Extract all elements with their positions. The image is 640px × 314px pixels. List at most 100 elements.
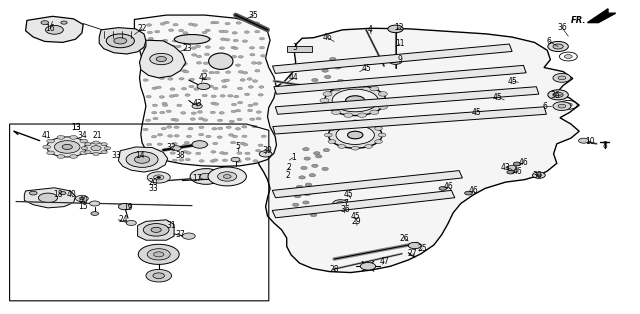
Circle shape [147, 249, 170, 260]
Circle shape [148, 37, 154, 40]
Text: 16: 16 [45, 24, 55, 33]
Circle shape [225, 39, 230, 41]
Circle shape [203, 143, 208, 146]
Circle shape [189, 78, 195, 81]
Circle shape [205, 77, 211, 80]
Circle shape [217, 136, 222, 138]
Circle shape [29, 191, 37, 195]
Text: 46: 46 [443, 182, 453, 191]
Text: 15: 15 [78, 202, 88, 211]
Circle shape [118, 203, 131, 210]
Circle shape [236, 160, 241, 163]
Circle shape [304, 157, 310, 160]
Circle shape [323, 92, 332, 96]
Circle shape [244, 93, 250, 96]
Circle shape [333, 200, 348, 207]
Circle shape [203, 119, 208, 121]
Circle shape [171, 146, 181, 151]
Circle shape [204, 62, 209, 64]
Circle shape [197, 83, 210, 89]
Text: 4: 4 [367, 25, 372, 34]
Text: 36: 36 [550, 91, 561, 100]
Text: FR.: FR. [571, 16, 586, 25]
Circle shape [310, 214, 317, 217]
Circle shape [322, 167, 328, 171]
Circle shape [553, 102, 571, 111]
Polygon shape [273, 44, 512, 73]
Bar [287, 46, 312, 52]
Circle shape [206, 38, 211, 40]
Circle shape [182, 144, 188, 147]
Circle shape [157, 133, 163, 136]
Circle shape [198, 133, 204, 136]
Circle shape [159, 71, 164, 73]
Text: 17: 17 [192, 174, 202, 183]
Circle shape [208, 85, 213, 88]
Circle shape [370, 86, 379, 91]
Circle shape [146, 95, 151, 98]
Text: 10: 10 [585, 137, 595, 146]
Circle shape [439, 187, 447, 190]
Circle shape [227, 63, 232, 66]
Text: 34: 34 [77, 131, 87, 140]
Circle shape [255, 149, 260, 152]
Text: 32: 32 [166, 143, 177, 152]
Circle shape [222, 85, 227, 88]
Circle shape [242, 135, 247, 138]
Circle shape [258, 94, 263, 96]
Circle shape [231, 46, 236, 49]
Circle shape [236, 127, 241, 130]
Circle shape [152, 111, 157, 114]
Circle shape [146, 119, 151, 122]
Circle shape [213, 87, 218, 89]
Circle shape [152, 158, 157, 160]
Circle shape [548, 90, 568, 100]
Circle shape [220, 38, 225, 41]
Text: 35: 35 [248, 11, 259, 19]
Circle shape [101, 143, 108, 146]
Circle shape [196, 152, 201, 155]
Circle shape [156, 57, 166, 62]
Text: 42: 42 [198, 73, 209, 82]
Circle shape [148, 54, 153, 57]
Text: 45: 45 [493, 93, 503, 102]
Circle shape [248, 104, 253, 107]
Circle shape [84, 143, 91, 146]
Circle shape [553, 44, 563, 49]
Circle shape [335, 66, 341, 69]
Circle shape [166, 126, 172, 128]
Circle shape [160, 47, 165, 50]
Circle shape [190, 118, 195, 120]
Circle shape [154, 175, 164, 180]
Text: 43: 43 [192, 99, 202, 108]
Circle shape [147, 143, 152, 146]
Text: 37: 37 [175, 230, 186, 239]
Circle shape [172, 40, 177, 42]
Circle shape [173, 119, 179, 121]
Circle shape [309, 174, 316, 177]
Circle shape [374, 140, 382, 143]
Circle shape [60, 192, 66, 195]
Circle shape [182, 88, 187, 90]
Circle shape [507, 170, 515, 174]
Circle shape [323, 84, 330, 87]
Circle shape [91, 212, 99, 215]
Circle shape [378, 133, 386, 137]
Circle shape [332, 86, 340, 91]
Circle shape [316, 155, 322, 158]
Circle shape [365, 144, 372, 148]
Circle shape [198, 117, 204, 120]
Text: 36: 36 [557, 23, 567, 32]
Circle shape [93, 141, 99, 144]
Circle shape [41, 21, 49, 24]
Circle shape [237, 118, 242, 121]
Circle shape [225, 79, 230, 82]
Text: 11: 11 [396, 40, 404, 48]
Text: 13: 13 [70, 123, 81, 132]
Circle shape [553, 73, 571, 82]
Circle shape [360, 263, 376, 270]
Circle shape [253, 160, 258, 162]
Circle shape [192, 141, 207, 148]
Circle shape [223, 159, 228, 161]
Circle shape [90, 201, 100, 206]
